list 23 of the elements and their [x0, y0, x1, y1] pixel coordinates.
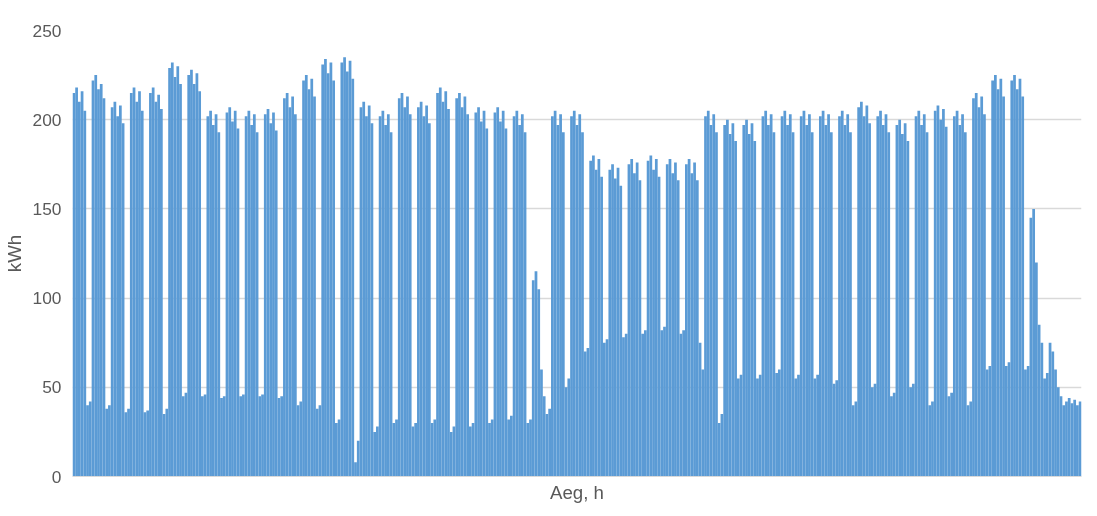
bar: [168, 67, 171, 477]
bar: [285, 92, 289, 477]
y-tick-label: 50: [42, 377, 62, 398]
y-tick-label: 100: [32, 288, 62, 309]
y-tick-label: 200: [32, 109, 62, 130]
bar: [1032, 208, 1036, 477]
bar: [170, 62, 174, 477]
x-axis-title: Aeg, h: [550, 481, 604, 503]
bar: [129, 92, 133, 477]
bar: [419, 101, 423, 477]
bar: [436, 92, 439, 477]
bar: [381, 110, 385, 477]
bar: [731, 123, 735, 477]
bar: [980, 96, 984, 477]
y-tick-label: 250: [32, 20, 62, 41]
bar: [865, 105, 869, 477]
bar: [149, 92, 152, 477]
bar: [515, 110, 519, 477]
y-axis-title: kWh: [3, 234, 25, 273]
bar: [649, 155, 653, 477]
y-tick-label: 150: [32, 198, 62, 219]
bar: [769, 114, 773, 477]
y-tick-label: 0: [51, 466, 62, 487]
